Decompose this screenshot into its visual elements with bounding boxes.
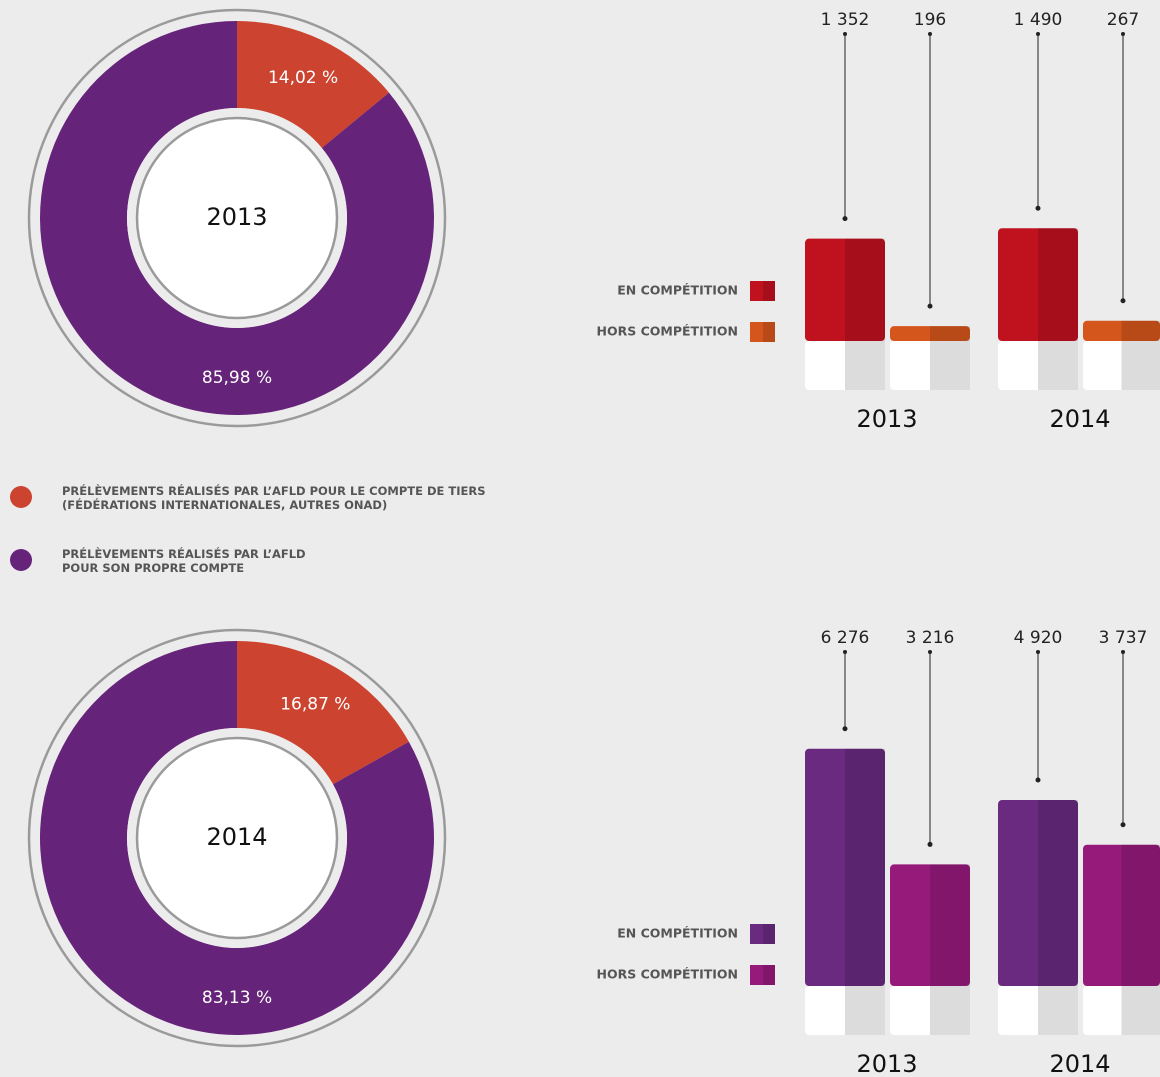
leader-dot (842, 726, 848, 732)
leader-dot (927, 303, 933, 309)
slice-label: 85,98 % (202, 368, 272, 388)
donut-title: 2013 (206, 203, 267, 231)
leader-dot (1035, 777, 1041, 783)
bar-shade (930, 864, 970, 986)
leader-dot (843, 32, 847, 36)
value-label: 3 737 (1099, 628, 1148, 648)
legend-swatch-shade (763, 281, 775, 301)
legend-swatch (750, 924, 775, 944)
donut-title: 2014 (206, 823, 267, 851)
legend-label: EN COMPÉTITION (617, 283, 738, 298)
value-label: 196 (914, 10, 946, 30)
slice-label: 16,87 % (280, 694, 350, 714)
bar (1083, 320, 1160, 341)
bar-shade (845, 748, 885, 986)
inner-ring (135, 736, 339, 940)
legend-swatch-shade (763, 924, 775, 944)
legend-swatch (750, 965, 775, 985)
bar-shade (1121, 320, 1160, 341)
bar-shade (1038, 800, 1078, 986)
leader-dot (927, 841, 933, 847)
bar (890, 326, 970, 341)
leader-dot (1036, 650, 1040, 654)
bar (890, 864, 970, 986)
bar-base-shade (930, 986, 970, 1035)
bar-base-shade (845, 986, 885, 1035)
bar (1083, 844, 1160, 986)
legend-swatch (750, 322, 775, 342)
slice-label: 14,02 % (268, 68, 338, 88)
bar-base-shade (845, 341, 885, 390)
value-label: 6 276 (821, 628, 870, 648)
value-label: 4 920 (1014, 628, 1063, 648)
leader-dot (843, 650, 847, 654)
leader-dot (1036, 32, 1040, 36)
donut-slice (39, 21, 434, 415)
donut-slice (237, 21, 389, 148)
legend-label: PRÉLÈVEMENTS RÉALISÉS PAR L’AFLD POUR SO… (62, 547, 306, 575)
bar-shade (1121, 844, 1160, 986)
x-tick-label: 2014 (1049, 1050, 1110, 1077)
legend-swatch-shade (763, 322, 775, 342)
outer-ring (27, 628, 447, 1048)
legend-label: EN COMPÉTITION (617, 926, 738, 941)
legend-label: HORS COMPÉTITION (597, 324, 738, 339)
leader-dot (1121, 650, 1125, 654)
value-label: 3 216 (906, 628, 955, 648)
bar (805, 748, 885, 986)
leader-dot (1035, 205, 1041, 211)
inner-ring (135, 116, 339, 320)
leader-dot (1120, 822, 1126, 828)
legend-dot (10, 486, 32, 508)
x-tick-label: 2013 (856, 405, 917, 433)
leader-dot (842, 216, 848, 222)
bar-base-shade (1038, 341, 1078, 390)
bar (998, 228, 1078, 341)
value-label: 1 352 (821, 10, 870, 30)
value-label: 267 (1107, 10, 1139, 30)
value-label: 1 490 (1014, 10, 1063, 30)
legend-label: PRÉLÈVEMENTS RÉALISÉS PAR L’AFLD POUR LE… (62, 484, 486, 512)
bar-shade (1038, 228, 1078, 341)
leader-dot (928, 32, 932, 36)
legend-dot (10, 549, 32, 571)
legend-swatch-shade (763, 965, 775, 985)
donut-slice (237, 641, 409, 785)
donut-slice (39, 641, 435, 1035)
leader-dot (1121, 32, 1125, 36)
outer-ring (27, 8, 447, 428)
bar-shade (845, 238, 885, 341)
leader-dot (1120, 298, 1126, 304)
bar-shade (930, 326, 970, 341)
bar (998, 800, 1078, 986)
legend-label: HORS COMPÉTITION (597, 967, 738, 982)
bar-base-shade (1038, 986, 1078, 1035)
bar-base-shade (1121, 986, 1160, 1035)
leader-dot (928, 650, 932, 654)
legend-swatch (750, 281, 775, 301)
slice-label: 83,13 % (202, 988, 272, 1008)
bar (805, 238, 885, 341)
bar-base-shade (1121, 341, 1160, 390)
bar-base-shade (930, 341, 970, 390)
x-tick-label: 2013 (856, 1050, 917, 1077)
x-tick-label: 2014 (1049, 405, 1110, 433)
